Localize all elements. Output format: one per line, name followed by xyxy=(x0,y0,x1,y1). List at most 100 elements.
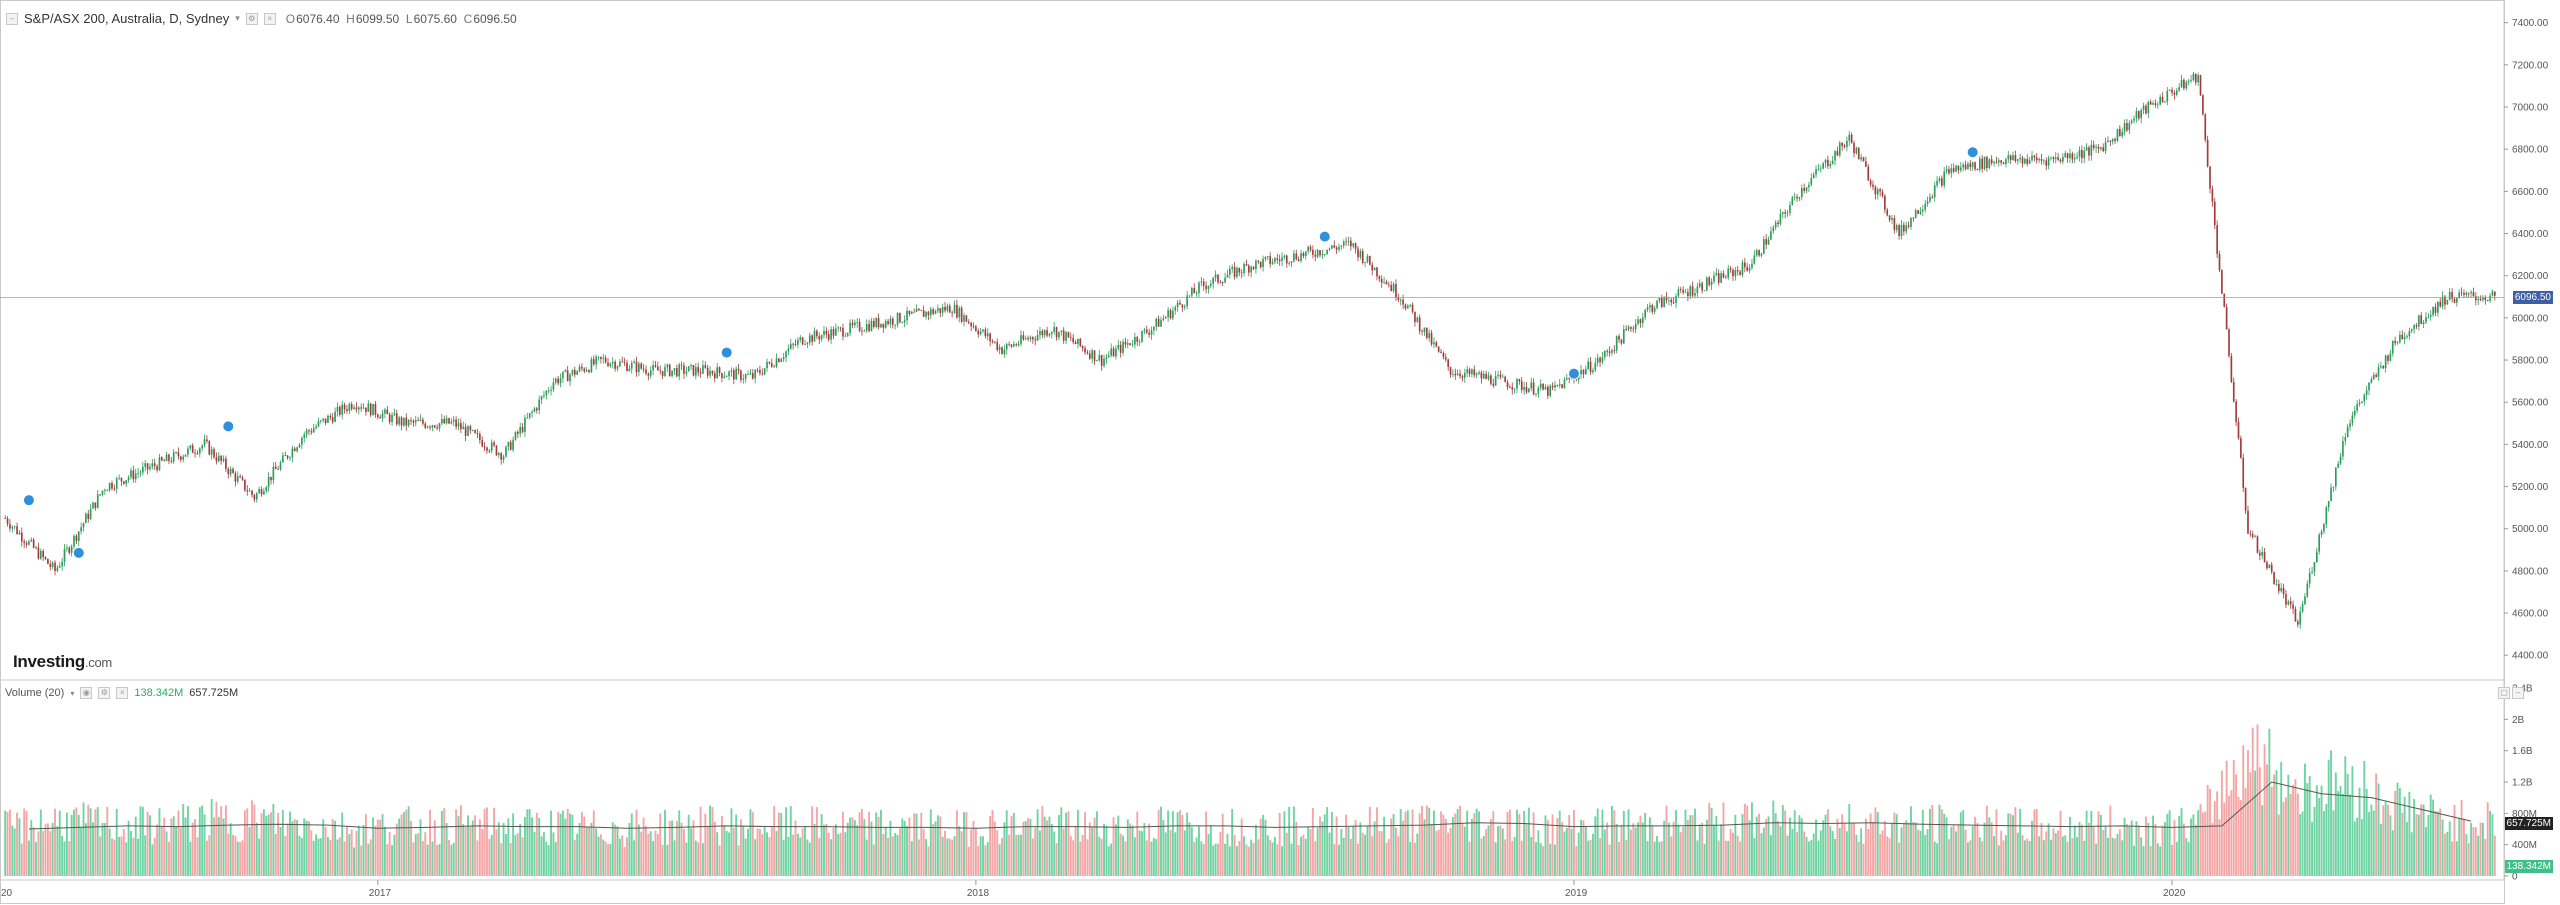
candle-body xyxy=(2342,440,2344,457)
maximize-pane-icon[interactable]: ▢ xyxy=(2498,687,2510,699)
candle-body xyxy=(1001,347,1003,355)
collapse-pane-icon[interactable]: – xyxy=(2512,687,2524,699)
volume-bar xyxy=(51,822,54,876)
volume-bar xyxy=(2114,838,2117,876)
candle-body xyxy=(1058,331,1060,338)
candle-body xyxy=(1373,267,1376,271)
candle-body xyxy=(1262,258,1264,268)
volume-bar xyxy=(2356,817,2359,876)
candle-body xyxy=(1838,142,1841,156)
volume-bar xyxy=(421,841,424,876)
candle-body xyxy=(979,331,982,335)
candle-body xyxy=(2221,270,2223,294)
volume-bar xyxy=(1599,838,1602,876)
candle-body xyxy=(1005,343,1008,350)
candle-body xyxy=(80,527,82,532)
symbol-title[interactable]: S&P/ASX 200, Australia, D, Sydney xyxy=(24,11,230,26)
candle-body xyxy=(920,310,923,311)
volume-bar xyxy=(2187,842,2190,876)
collapse-legend-button[interactable]: – xyxy=(6,12,18,25)
volume-bar xyxy=(2439,808,2442,876)
volume-bar xyxy=(2242,745,2245,876)
candle-body xyxy=(431,425,434,428)
volume-bar xyxy=(1622,810,1625,876)
volume-bar xyxy=(687,814,690,876)
volume-bar xyxy=(1663,820,1666,876)
candle-body xyxy=(906,310,908,321)
volume-bar xyxy=(1580,819,1583,876)
volume-bar xyxy=(1273,836,1276,876)
logo-bold: Investing xyxy=(13,652,85,671)
volume-bar xyxy=(2033,809,2036,876)
candle-body xyxy=(1409,304,1412,307)
volume-bar xyxy=(2413,798,2416,876)
volume-bar xyxy=(1122,835,1124,876)
candle-body xyxy=(1865,161,1867,167)
candle-body xyxy=(1274,258,1276,263)
volume-bar xyxy=(2166,813,2169,876)
volume-title[interactable]: Volume (20) xyxy=(5,687,65,699)
settings-icon[interactable]: ⚙ xyxy=(98,687,111,699)
candle-body xyxy=(1563,379,1566,389)
candle-body xyxy=(944,306,946,311)
volume-bar xyxy=(967,846,970,876)
candle-body xyxy=(2040,158,2043,161)
eye-icon[interactable]: ◉ xyxy=(80,687,93,699)
volume-bar xyxy=(804,826,806,876)
volume-bar xyxy=(1772,800,1775,876)
volume-bar xyxy=(331,819,334,876)
candle-body xyxy=(535,408,538,411)
volume-bar xyxy=(1653,841,1656,876)
candle-body xyxy=(538,399,541,411)
volume-bar xyxy=(213,817,215,876)
candle-body xyxy=(2465,292,2468,296)
volume-bar xyxy=(2052,828,2055,876)
volume-bar xyxy=(341,812,344,876)
candle-body xyxy=(1366,256,1369,263)
close-icon[interactable]: × xyxy=(116,687,129,699)
candle-body xyxy=(811,335,813,342)
candle-body xyxy=(479,433,481,441)
candle-body xyxy=(2016,159,2019,161)
volume-bar xyxy=(1767,816,1770,876)
volume-bar xyxy=(298,835,301,876)
close-icon[interactable]: × xyxy=(263,12,276,25)
volume-bar xyxy=(1800,818,1803,876)
candle-body xyxy=(398,417,400,425)
volume-bar xyxy=(2204,811,2207,876)
candle-body xyxy=(1281,257,1283,262)
candle-body xyxy=(566,370,569,382)
volume-bar xyxy=(448,839,450,876)
candle-body xyxy=(2408,331,2411,337)
settings-icon[interactable]: ⚙ xyxy=(245,12,258,25)
candle-body xyxy=(524,417,526,432)
candle-body xyxy=(37,547,40,559)
chevron-down-icon[interactable]: ▾ xyxy=(70,688,75,698)
chevron-down-icon[interactable]: ▾ xyxy=(235,13,240,23)
candle-body xyxy=(1103,358,1105,366)
volume-bar xyxy=(2387,804,2389,876)
volume-bar xyxy=(751,811,754,876)
volume-bar xyxy=(2484,838,2487,876)
candle-body xyxy=(2349,423,2351,427)
candle-body xyxy=(70,546,73,553)
price-tick-label: 5400.00 xyxy=(2512,440,2549,451)
volume-bar xyxy=(936,815,939,876)
candle-body xyxy=(1053,327,1056,332)
candle-body xyxy=(1041,330,1044,336)
candle-body xyxy=(1340,245,1343,247)
volume-bar xyxy=(2420,804,2423,876)
candle-body xyxy=(47,558,49,564)
candle-body xyxy=(1492,383,1495,386)
volume-bar xyxy=(419,819,422,876)
candle-body xyxy=(846,332,849,336)
volume-bar xyxy=(2491,814,2494,876)
volume-bar xyxy=(284,836,287,876)
candle-body xyxy=(120,477,123,482)
candle-body xyxy=(1558,384,1561,386)
candle-body xyxy=(32,539,35,548)
volume-bar xyxy=(2358,787,2361,876)
price-tick-label: 6600.00 xyxy=(2512,187,2549,198)
volume-bar xyxy=(1862,843,1865,876)
